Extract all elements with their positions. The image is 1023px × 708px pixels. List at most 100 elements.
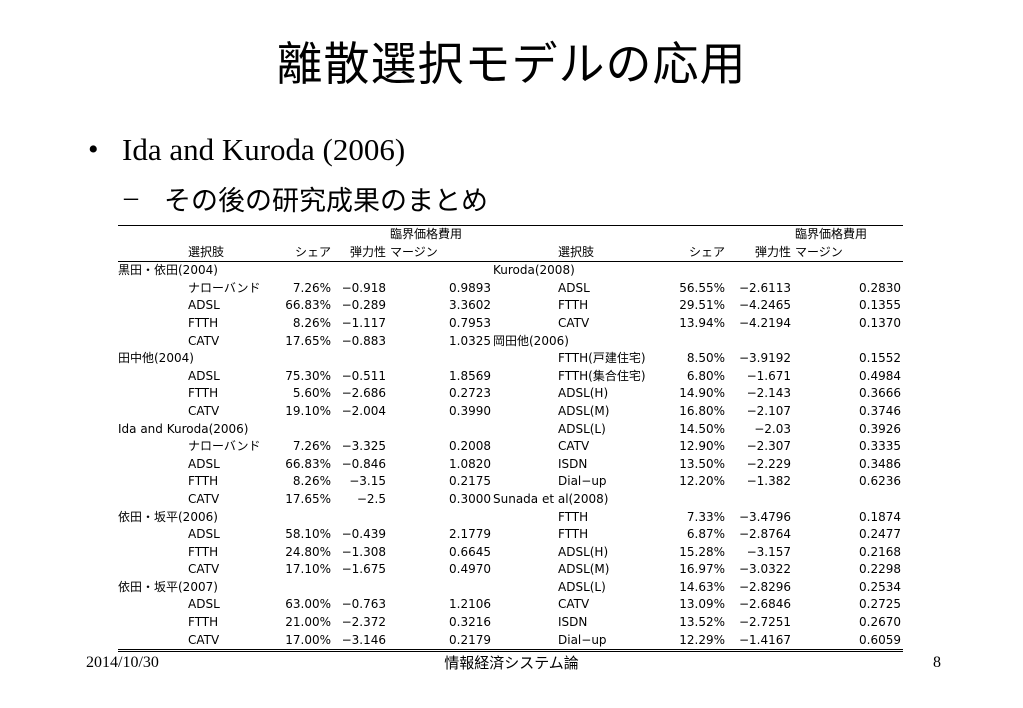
table-row: ナローバンド 7.26% −0.918 0.9893 ADSL 56.55% −2.6113… bbox=[118, 280, 903, 298]
share-cell: 13.94% bbox=[679, 315, 725, 330]
table-row: CATV 17.10% −1.675 0.4970 ADSL(M) 16.97% −3.03… bbox=[118, 561, 903, 579]
margin-cell: 0.1552 bbox=[859, 351, 901, 366]
share-cell: 12.29% bbox=[671, 631, 729, 653]
choice-cell: FTTH(集合住宅) bbox=[558, 368, 646, 383]
choice-cell: FTTH bbox=[188, 315, 219, 330]
table-row: 依田・坂平(2007) ADSL(L) 14.63% −2.8296 0.2534 bbox=[118, 579, 903, 597]
share-cell: 16.80% bbox=[679, 403, 725, 418]
choice-cell: ADSL bbox=[188, 368, 220, 383]
elasticity-cell: −1.4167 bbox=[729, 631, 795, 653]
empty-cell bbox=[671, 262, 729, 280]
margin-cell: 0.2175 bbox=[449, 474, 491, 489]
elasticity-cell: −1.308 bbox=[341, 544, 386, 559]
choice-cell: ADSL(M) bbox=[558, 403, 610, 418]
share-cell: 17.00% bbox=[273, 631, 335, 653]
margin-cell: 0.2830 bbox=[859, 280, 901, 295]
elasticity-cell: −0.883 bbox=[341, 333, 386, 348]
elasticity-cell: −2.107 bbox=[746, 403, 791, 418]
share-cell: 15.28% bbox=[679, 544, 725, 559]
share-cell: 12.90% bbox=[679, 439, 725, 454]
empty-cell bbox=[390, 579, 493, 597]
elasticity-cell: −3.15 bbox=[349, 474, 386, 489]
share-cell: 66.83% bbox=[285, 298, 331, 313]
share-cell: 17.65% bbox=[285, 333, 331, 348]
elasticity-cell: −1.671 bbox=[746, 368, 791, 383]
empty-cell bbox=[335, 579, 390, 597]
choice-cell: FTTH bbox=[188, 386, 219, 401]
margin-cell: 0.3216 bbox=[449, 615, 491, 630]
choice-cell: CATV bbox=[558, 439, 590, 454]
table-row: FTTH 8.26% −1.117 0.7953 CATV 13.94% −4.2194 0.… bbox=[118, 315, 903, 333]
share-cell: 8.50% bbox=[686, 351, 725, 366]
choice-cell: FTTH bbox=[558, 527, 589, 542]
margin-cell: 0.2298 bbox=[859, 562, 901, 577]
empty-cell bbox=[335, 509, 390, 527]
sub-bullet-dash: – bbox=[124, 182, 138, 213]
elasticity-cell: −2.03 bbox=[754, 421, 791, 436]
choice-cell: FTTH bbox=[188, 615, 219, 630]
share-cell: 14.50% bbox=[679, 421, 725, 436]
elasticity-cell: −0.289 bbox=[341, 298, 386, 313]
elasticity-cell: −1.675 bbox=[341, 562, 386, 577]
table-row: FTTH 24.80% −1.308 0.6645 ADSL(H) 15.28% −3.15… bbox=[118, 544, 903, 562]
margin-cell: 0.3746 bbox=[859, 403, 901, 418]
margin-cell: 0.2534 bbox=[859, 579, 901, 594]
empty-cell bbox=[273, 509, 335, 527]
table-row: ナローバンド 7.26% −3.325 0.2008 CATV 12.90% −2.307 0… bbox=[118, 438, 903, 456]
elasticity-cell: −2.307 bbox=[746, 439, 791, 454]
choice-cell: CATV bbox=[558, 315, 590, 330]
elasticity-cell: −0.511 bbox=[341, 368, 386, 383]
share-cell: 29.51% bbox=[679, 298, 725, 313]
elasticity-cell: −0.763 bbox=[341, 597, 386, 612]
choice-cell: ADSL bbox=[188, 597, 220, 612]
table-row: FTTH 5.60% −2.686 0.2723 ADSL(H) 14.90% −2.143… bbox=[118, 385, 903, 403]
empty-cell bbox=[335, 421, 390, 439]
elasticity-cell: −3.325 bbox=[341, 439, 386, 454]
elasticity-cell: −4.2465 bbox=[738, 298, 791, 313]
empty-cell bbox=[273, 421, 335, 439]
empty-cell bbox=[795, 262, 903, 280]
elasticity-cell: −2.7251 bbox=[738, 615, 791, 630]
share-cell: 13.09% bbox=[679, 597, 725, 612]
share-cell: 24.80% bbox=[285, 544, 331, 559]
margin-cell: 1.2106 bbox=[449, 597, 491, 612]
sub-bullet-item: – その後の研究成果のまとめ bbox=[124, 178, 488, 218]
choice-cell: FTTH bbox=[558, 509, 589, 524]
study-group-label: 依田・坂平(2006) bbox=[118, 509, 218, 524]
table-row: CATV 17.65% −2.5 0.3000 Sunada et al(2008) bbox=[118, 491, 903, 509]
elasticity-cell: −2.004 bbox=[341, 403, 386, 418]
study-group-label: 黒田・依田(2004) bbox=[118, 263, 218, 278]
share-cell: 19.10% bbox=[285, 403, 331, 418]
margin-cell: 1.0820 bbox=[449, 456, 491, 471]
table-row: FTTH 21.00% −2.372 0.3216 ISDN 13.52% −2.7251 0… bbox=[118, 614, 903, 632]
table-row: ADSL 66.83% −0.289 3.3602 FTTH 29.51% −4.2465 0… bbox=[118, 297, 903, 315]
elasticity-cell: −3.4796 bbox=[738, 509, 791, 524]
study-group-label: 依田・坂平(2007) bbox=[118, 579, 218, 594]
margin-cell: 0.3926 bbox=[859, 421, 901, 436]
choice-cell: CATV bbox=[188, 403, 220, 418]
header-elasticity-left: 弾力性 bbox=[335, 243, 390, 263]
empty-cell bbox=[273, 350, 335, 368]
margin-cell: 0.4970 bbox=[449, 562, 491, 577]
elasticity-cell: −0.918 bbox=[341, 280, 386, 295]
choice-cell: ナローバンド bbox=[188, 439, 261, 454]
margin-cell: 0.2670 bbox=[859, 615, 901, 630]
share-cell: 6.87% bbox=[686, 527, 725, 542]
choice-cell: CATV bbox=[118, 631, 273, 653]
margin-cell: 0.2168 bbox=[859, 544, 901, 559]
footer-date: 2014/10/30 bbox=[86, 654, 159, 671]
bullet-text: Ida and Kuroda (2006) bbox=[122, 132, 406, 167]
share-cell: 17.10% bbox=[285, 562, 331, 577]
choice-cell: ADSL bbox=[188, 456, 220, 471]
choice-cell: ADSL(H) bbox=[558, 386, 609, 401]
choice-cell: FTTH bbox=[558, 298, 589, 313]
elasticity-cell: −2.143 bbox=[746, 386, 791, 401]
margin-cell: 0.6236 bbox=[859, 474, 901, 489]
study-group-label: 田中他(2004) bbox=[118, 351, 194, 366]
margin-cell: 0.4984 bbox=[859, 368, 901, 383]
elasticity-cell: −2.6846 bbox=[738, 597, 791, 612]
header-choice-right: 選択肢 bbox=[493, 243, 671, 263]
elasticity-cell: −2.8296 bbox=[738, 579, 791, 594]
share-cell: 7.33% bbox=[686, 509, 725, 524]
header-cost-left: マージン bbox=[390, 243, 493, 263]
